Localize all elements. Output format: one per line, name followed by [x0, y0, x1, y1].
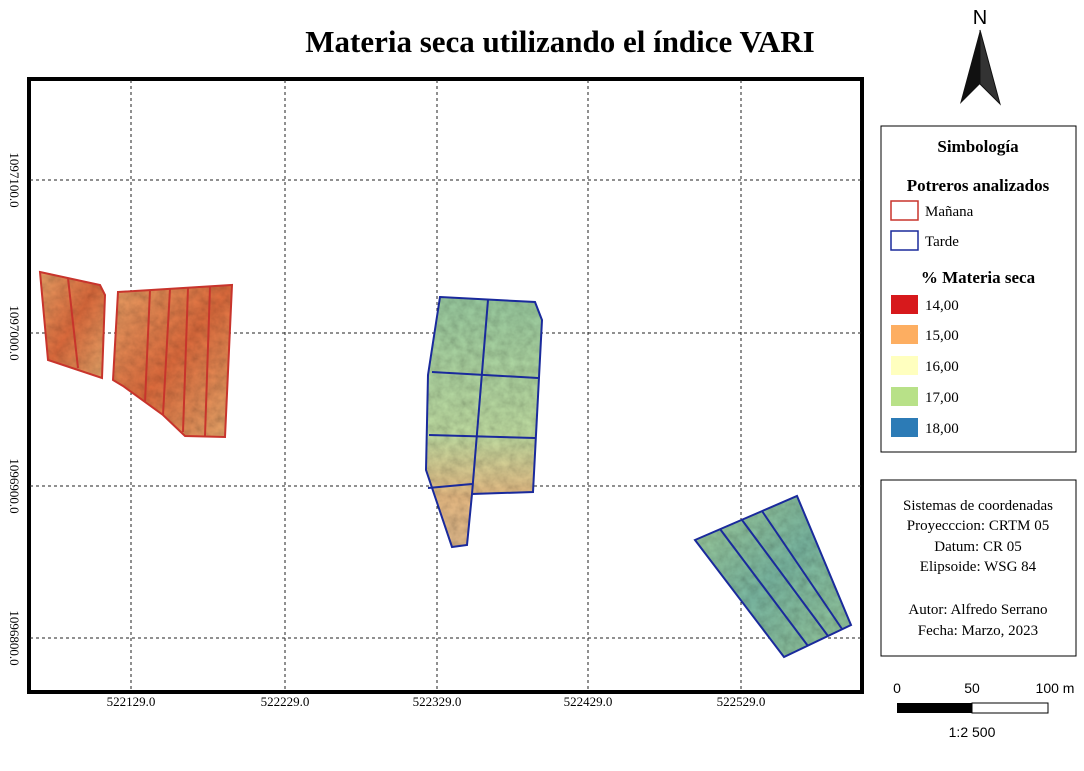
legend-item: Mañana	[925, 204, 974, 220]
x-label: 522229.0	[261, 694, 310, 709]
x-label: 522329.0	[413, 694, 462, 709]
legend-group-title: Potreros analizados	[907, 176, 1050, 195]
legend-swatch	[891, 356, 918, 375]
info-line: Sistemas de coordenadas	[903, 498, 1053, 514]
legend-swatch	[891, 295, 918, 314]
info-line: Fecha: Marzo, 2023	[918, 623, 1038, 639]
y-label: 1097000.0	[7, 305, 22, 360]
info-line: Datum: CR 05	[934, 539, 1022, 555]
legend-swatch	[891, 231, 918, 250]
legend-item: Tarde	[925, 234, 959, 250]
scale-ratio: 1:2 500	[949, 724, 996, 740]
info-line: Proyecccion: CRTM 05	[907, 518, 1049, 534]
y-label: 1096800.0	[7, 610, 22, 665]
legend-swatch	[891, 325, 918, 344]
scale-label: 0	[893, 680, 901, 696]
scale-bar	[972, 703, 1048, 713]
north-label: N	[973, 7, 987, 29]
legend-swatch	[891, 418, 918, 437]
info-line: Elipsoide: WSG 84	[920, 559, 1037, 575]
y-label: 1097100.0	[7, 152, 22, 207]
map-page: Materia seca utilizando el índice VARI N	[0, 0, 1084, 771]
title: Materia seca utilizando el índice VARI	[305, 24, 814, 59]
legend-item: 14,00	[925, 298, 959, 314]
x-labels: 522129.0 522229.0 522329.0 522429.0 5225…	[107, 694, 766, 709]
x-label: 522129.0	[107, 694, 156, 709]
north-arrow	[980, 30, 1000, 104]
scale-label: 100 m	[1036, 680, 1075, 696]
scale-bar	[897, 703, 972, 713]
legend-item: 15,00	[925, 328, 959, 344]
y-labels: 1097100.0 1097000.0 1096900.0 1096800.0	[7, 152, 22, 665]
north-arrow	[960, 30, 980, 104]
legend-item: 17,00	[925, 390, 959, 406]
info-line: Autor: Alfredo Serrano	[908, 602, 1047, 618]
x-label: 522429.0	[564, 694, 613, 709]
x-label: 522529.0	[717, 694, 766, 709]
y-label: 1096900.0	[7, 458, 22, 513]
legend-title: Simbología	[937, 137, 1019, 156]
legend-item: 16,00	[925, 359, 959, 375]
scale-label: 50	[964, 680, 980, 696]
legend-item: 18,00	[925, 421, 959, 437]
legend-swatch	[891, 387, 918, 406]
legend-swatch	[891, 201, 918, 220]
legend-group-title: % Materia seca	[921, 268, 1036, 287]
